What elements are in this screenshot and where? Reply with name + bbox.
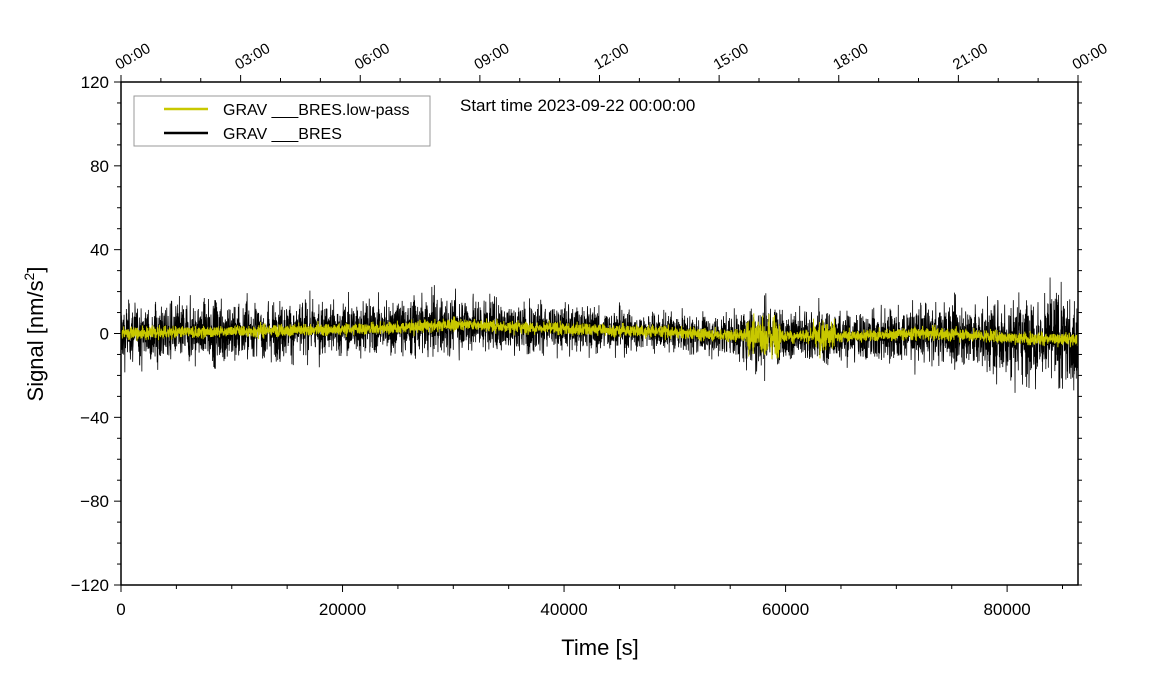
top-tick-label: 21:00 xyxy=(950,40,991,73)
legend-label-low-pass: GRAV ___BRES.low-pass xyxy=(223,102,409,119)
y-tick-label: 80 xyxy=(90,157,109,176)
y-tick-label: −40 xyxy=(80,408,109,427)
x-tick-label: 40000 xyxy=(540,600,587,619)
legend: GRAV ___BRES.low-pass GRAV ___BRES xyxy=(133,95,431,147)
x-tick-label: 20000 xyxy=(319,600,366,619)
top-tick-label: 09:00 xyxy=(471,40,512,73)
top-axis: 00:00 03:00 06:00 09:00 12:00 15:00 18:00 21:00… xyxy=(113,40,1111,82)
x-axis-label: Time [s] xyxy=(561,635,638,660)
top-tick-label: 03:00 xyxy=(232,40,273,73)
top-tick-label: 15:00 xyxy=(711,40,752,73)
plot-area xyxy=(120,277,1079,393)
legend-box xyxy=(133,95,431,147)
top-tick-label: 00:00 xyxy=(113,40,154,73)
x-tick-label: 80000 xyxy=(983,600,1030,619)
y-tick-label: 40 xyxy=(90,241,109,260)
y-tick-label: −120 xyxy=(71,576,109,595)
top-tick-label: 00:00 xyxy=(1070,40,1111,73)
y-tick-label: 120 xyxy=(81,73,109,92)
axes: 0 20000 40000 60000 80000 120 80 40 0 −40 −80 −120 xyxy=(71,73,1082,619)
y-axis-label: Signal [nm/s2] xyxy=(21,267,48,402)
x-tick-label: 0 xyxy=(116,600,125,619)
start-time-annotation: Start time 2023-09-22 00:00:00 xyxy=(460,96,695,115)
series-line-grav-bres xyxy=(120,277,1079,393)
legend-label-raw: GRAV ___BRES xyxy=(223,126,342,143)
y-tick-label: −80 xyxy=(80,492,109,511)
top-tick-label: 06:00 xyxy=(352,40,393,73)
series-line-grav-bres-low-pass xyxy=(120,313,1079,360)
top-tick-label: 18:00 xyxy=(830,40,871,73)
y-tick-label: 0 xyxy=(100,325,109,344)
x-tick-label: 60000 xyxy=(762,600,809,619)
top-tick-label: 12:00 xyxy=(591,40,632,73)
